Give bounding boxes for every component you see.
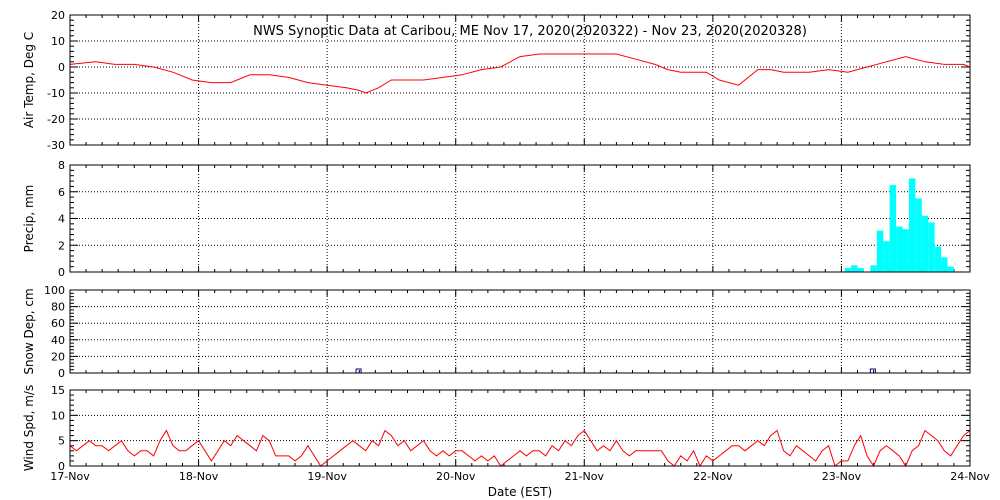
snow-bar	[869, 368, 876, 374]
y-tick-label: 20	[51, 9, 65, 22]
x-axis-label: Date (EST)	[488, 485, 552, 499]
y-tick-label: 40	[51, 334, 65, 347]
precip-bar	[857, 267, 864, 272]
precip-bar	[915, 198, 922, 272]
panel-frame	[69, 14, 971, 146]
y-tick-label: 0	[58, 266, 65, 279]
y-tick-label: 10	[51, 409, 65, 422]
snow-bar	[355, 368, 362, 374]
precip-bar	[947, 266, 954, 272]
y-tick-label: -20	[47, 113, 65, 126]
y-axis-label: Precip, mm	[22, 185, 36, 253]
precip-bar	[844, 267, 852, 272]
chart-title: NWS Synoptic Data at Caribou, ME Nov 17,…	[253, 24, 807, 39]
y-tick-label: 60	[51, 317, 65, 330]
precip-bar	[876, 230, 884, 272]
precip-bar	[928, 222, 935, 272]
x-tick-label: 20-Nov	[436, 470, 476, 483]
x-tick-label: 23-Nov	[822, 470, 862, 483]
x-tick-label: 19-Nov	[307, 470, 347, 483]
y-tick-label: 0	[58, 61, 65, 74]
panel-1: -30 -20 -10 0 10 20 Air Temp, Deg C	[22, 9, 971, 152]
y-tick-label: -30	[47, 139, 65, 152]
panel-frame	[69, 389, 971, 467]
precip-bar	[902, 229, 909, 272]
precip-bar	[896, 226, 903, 272]
x-tick-label: 22-Nov	[693, 470, 733, 483]
precip-bar	[889, 185, 897, 272]
data-line	[69, 429, 971, 468]
precip-bar	[908, 178, 916, 272]
panel-frame	[69, 164, 971, 273]
precip-bar	[851, 265, 858, 272]
y-tick-label: 8	[58, 159, 65, 172]
precip-bar	[934, 246, 942, 272]
panels: -30 -20 -10 0 10 20 Air Temp, Deg C 0 2 4 6 8 Precip…	[22, 9, 971, 473]
panel-4: 0 5 10 15 Wind Spd, m/s	[22, 384, 971, 473]
y-tick-label: 100	[44, 284, 65, 297]
y-tick-label: 0	[58, 460, 65, 473]
y-axis-label: Snow Dep, cm	[22, 288, 36, 374]
x-tick-label: 21-Nov	[565, 470, 605, 483]
y-axis-label: Air Temp, Deg C	[22, 32, 36, 128]
y-tick-label: 6	[58, 186, 65, 199]
x-tick-label: 24-Nov	[950, 470, 990, 483]
y-tick-label: 0	[58, 367, 65, 380]
y-tick-label: 20	[51, 350, 65, 363]
precip-bar	[883, 241, 890, 272]
y-tick-label: 2	[58, 239, 65, 252]
x-tick-label: 18-Nov	[179, 470, 219, 483]
panel-frame	[69, 289, 971, 374]
data-line	[69, 53, 971, 94]
y-tick-label: 80	[51, 301, 65, 314]
precip-bar	[921, 215, 929, 272]
x-tick-labels: 17-Nov 18-Nov 19-Nov 20-Nov 21-Nov 22-Nov 23-N…	[50, 470, 990, 483]
y-tick-label: 10	[51, 35, 65, 48]
precip-bar	[870, 265, 877, 272]
panel-2: 0 2 4 6 8 Precip, mm	[22, 159, 971, 279]
x-tick-label: 17-Nov	[50, 470, 90, 483]
y-tick-label: 15	[51, 384, 65, 397]
precip-bar	[941, 257, 948, 272]
y-tick-label: 4	[58, 213, 65, 226]
panel-3: 0 20 40 60 80 100 Snow Dep, cm	[22, 284, 971, 380]
y-axis-label: Wind Spd, m/s	[22, 385, 36, 471]
y-tick-label: 5	[58, 435, 65, 448]
y-tick-label: -10	[47, 87, 65, 100]
